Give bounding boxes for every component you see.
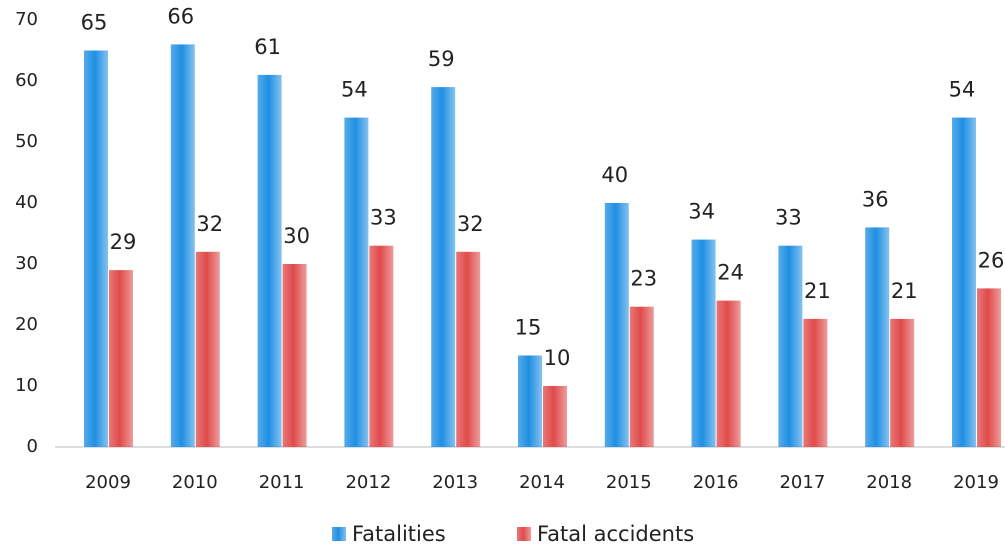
value-label: 29	[110, 230, 137, 254]
x-tick-label: 2011	[259, 472, 305, 493]
value-label: 33	[370, 206, 397, 230]
bar	[716, 300, 741, 447]
bar	[344, 117, 369, 447]
value-label: 30	[283, 224, 310, 248]
bar	[977, 288, 1001, 447]
value-label: 54	[341, 78, 368, 102]
bar	[518, 355, 542, 447]
bar	[952, 117, 976, 447]
legend-swatch	[332, 527, 346, 541]
bar	[803, 318, 828, 447]
x-tick-label: 2017	[779, 472, 825, 493]
bar	[543, 386, 567, 447]
x-tick-label: 2019	[953, 472, 999, 493]
bar	[195, 251, 220, 447]
value-label: 54	[949, 78, 976, 102]
bar	[109, 270, 133, 447]
y-tick-label: 20	[15, 314, 38, 335]
value-label: 36	[862, 187, 889, 211]
bar	[778, 245, 803, 447]
y-tick-label: 50	[15, 131, 38, 152]
bar	[691, 239, 716, 447]
x-tick-label: 2014	[519, 472, 565, 493]
bar	[890, 318, 915, 447]
value-label: 40	[601, 163, 628, 187]
x-tick-label: 2016	[693, 472, 739, 493]
x-tick-label: 2010	[172, 472, 218, 493]
y-tick-label: 70	[15, 9, 38, 30]
bar	[431, 87, 456, 447]
value-label: 32	[457, 212, 484, 236]
bar	[369, 245, 394, 447]
bar	[865, 227, 890, 447]
value-label: 10	[544, 346, 571, 370]
x-tick-label: 2012	[345, 472, 391, 493]
bar	[456, 251, 481, 447]
legend-label: Fatalities	[352, 522, 446, 546]
value-label: 32	[196, 212, 223, 236]
y-tick-label: 10	[15, 375, 38, 396]
value-label: 59	[428, 47, 455, 71]
legend-label: Fatal accidents	[537, 522, 694, 546]
value-label: 33	[775, 206, 802, 230]
legend-swatch	[517, 527, 531, 541]
value-label: 23	[630, 267, 657, 291]
y-tick-label: 0	[27, 436, 38, 457]
bar	[170, 44, 195, 448]
value-label: 24	[717, 261, 744, 285]
value-label: 34	[688, 200, 715, 224]
y-tick-label: 40	[15, 192, 38, 213]
bar	[629, 306, 654, 447]
x-tick-label: 2015	[606, 472, 652, 493]
value-label: 26	[978, 248, 1005, 272]
value-label: 15	[515, 316, 542, 340]
x-tick-label: 2018	[866, 472, 912, 493]
bar	[257, 74, 282, 448]
value-label: 65	[81, 11, 108, 35]
value-label: 66	[167, 4, 194, 28]
bar	[282, 264, 307, 447]
value-label: 61	[254, 35, 281, 59]
x-tick-label: 2013	[432, 472, 478, 493]
x-tick-label: 2009	[85, 472, 131, 493]
bar	[604, 203, 629, 447]
bar	[84, 50, 108, 447]
value-label: 21	[891, 279, 918, 303]
y-tick-label: 30	[15, 253, 38, 274]
y-tick-label: 60	[15, 70, 38, 91]
value-label: 21	[804, 279, 831, 303]
